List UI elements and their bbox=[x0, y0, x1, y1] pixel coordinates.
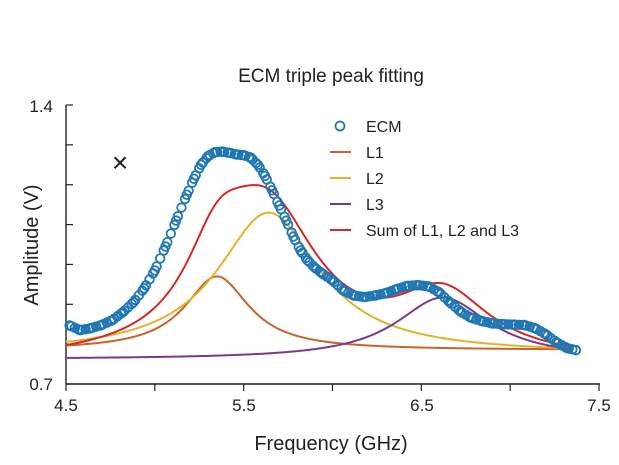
data-point-dense bbox=[162, 236, 173, 248]
data-point-dense bbox=[503, 319, 514, 330]
legend-label-l1: L1 bbox=[366, 145, 384, 162]
series-line-sum-of-l1-l2-and-l3 bbox=[65, 184, 573, 348]
data-point-dense bbox=[513, 319, 525, 331]
chart-title: ECM triple peak fitting bbox=[238, 66, 424, 87]
data-point-dense bbox=[211, 146, 223, 158]
data-point-dense bbox=[407, 280, 418, 291]
data-point-dense bbox=[179, 193, 191, 205]
x-tick-label-4-5: 4.5 bbox=[54, 396, 78, 415]
x-tick-label-5-5: 5.5 bbox=[232, 396, 256, 415]
x-tick-label-6-5: 6.5 bbox=[410, 396, 434, 415]
y-tick-label-bottom: 0.7 bbox=[29, 375, 53, 394]
data-point-dense bbox=[417, 280, 429, 291]
data-point-dense bbox=[488, 318, 500, 329]
x-tick-marks bbox=[65, 384, 600, 391]
data-point-dense bbox=[172, 211, 184, 222]
legend-ecm-marker bbox=[334, 120, 346, 132]
legend-label-sum: Sum of L1, L2 and L3 bbox=[366, 223, 519, 240]
x-axis-label: Frequency (GHz) bbox=[254, 433, 407, 455]
legend-label-l3: L3 bbox=[366, 197, 384, 214]
data-point-dense bbox=[357, 291, 368, 303]
data-point-dense bbox=[492, 318, 503, 330]
data-point-dense bbox=[506, 319, 518, 330]
data-point-dense bbox=[410, 280, 422, 291]
data-point-dense bbox=[403, 280, 415, 292]
data-point-dense bbox=[73, 324, 84, 335]
plot-area bbox=[64, 104, 600, 391]
data-point-dense bbox=[496, 318, 507, 330]
data-point-dense bbox=[499, 319, 511, 330]
cross-mark: × bbox=[112, 147, 128, 178]
data-point-dense bbox=[215, 146, 226, 157]
legend-label-l2: L2 bbox=[366, 171, 384, 188]
series-line-l1 bbox=[65, 275, 573, 351]
legend-label-ecm: ECM bbox=[366, 119, 402, 136]
y-tick-label-top: 1.4 bbox=[29, 97, 53, 116]
x-tick-label-7-5: 7.5 bbox=[587, 396, 611, 415]
data-point-dense bbox=[510, 319, 521, 330]
legend: ECM L1 L2 L3 Sum of L1, L2 and L3 bbox=[330, 119, 519, 240]
data-point-dense bbox=[570, 344, 582, 356]
data-point-dense bbox=[176, 202, 187, 213]
data-point-dense bbox=[158, 245, 169, 256]
data-point-dense bbox=[169, 219, 180, 231]
data-point-dense bbox=[414, 280, 425, 291]
data-point bbox=[302, 255, 313, 266]
ecm-markers bbox=[64, 146, 582, 356]
data-point-dense bbox=[165, 228, 177, 239]
y-axis-label: Amplitude (V) bbox=[21, 184, 43, 305]
data-point-dense bbox=[233, 149, 244, 160]
